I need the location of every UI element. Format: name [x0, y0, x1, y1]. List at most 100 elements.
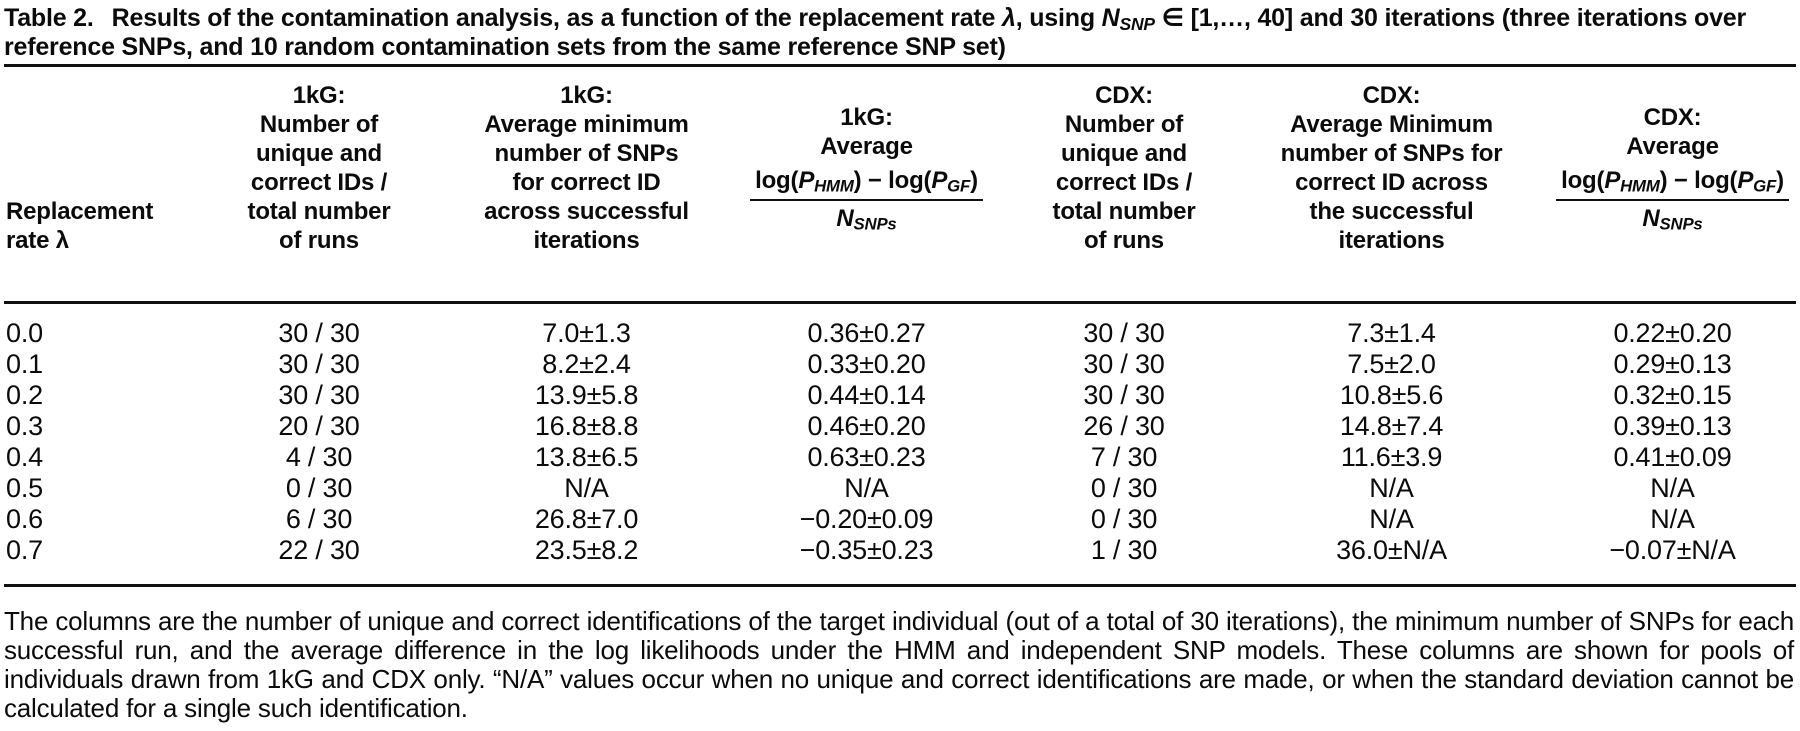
- cell-cdx-avg-log-ratio: 0.22±0.20: [1613, 318, 1732, 348]
- column-header-1kg-avg-min-snps: 1kG: Average minimum number of SNPs for cor…: [454, 65, 719, 304]
- cell-replacement-rate: 0.5: [6, 473, 43, 503]
- cell-cdx-unique-correct-ids: 1 / 30: [1090, 535, 1158, 565]
- text-segment: P: [931, 167, 948, 195]
- cell-replacement-rate: 0.4: [6, 442, 43, 472]
- text-segment: GF: [1753, 176, 1777, 196]
- cell-1kg-avg-log-ratio: 0.36±0.27: [807, 318, 926, 348]
- text-segment: N: [1642, 204, 1660, 232]
- text-segment: SNP: [1119, 13, 1156, 34]
- header-line: across successful: [484, 198, 689, 225]
- cell-cdx-avg-log-ratio: 0.32±0.15: [1613, 380, 1732, 410]
- header-line: number of SNPs: [494, 140, 679, 167]
- header-line: Replacement: [6, 198, 154, 225]
- cell-cdx-unique-correct-ids: 30 / 30: [1083, 349, 1165, 379]
- formula-denominator: NSNPs: [750, 201, 983, 233]
- formula-numerator: log(PHMM) − log(PGF): [1556, 167, 1789, 201]
- log-likelihood-formula: log(PHMM) − log(PGF) NSNPs: [750, 167, 983, 232]
- text-segment: Results of the contamination analysis, a…: [111, 4, 1003, 32]
- cell-1kg-unique-correct-ids: 22 / 30: [278, 535, 360, 565]
- cell-cdx-avg-min-snps: 36.0±N/A: [1336, 535, 1447, 565]
- cell-cdx-avg-log-ratio: −0.07±N/A: [1609, 535, 1736, 565]
- header-line: iterations: [533, 227, 640, 254]
- cell-cdx-avg-min-snps: 14.8±7.4: [1339, 411, 1444, 441]
- cell-cdx-avg-log-ratio: N/A: [1650, 504, 1695, 534]
- cell-1kg-avg-log-ratio: 0.63±0.23: [807, 442, 926, 472]
- text-segment: HMM: [1620, 176, 1660, 196]
- cell-1kg-avg-log-ratio: −0.20±0.09: [799, 504, 934, 534]
- cell-cdx-avg-log-ratio: 0.29±0.13: [1613, 349, 1732, 379]
- text-segment: log(: [755, 167, 799, 195]
- cell-cdx-unique-correct-ids: 26 / 30: [1083, 411, 1165, 441]
- header-line: total number: [247, 198, 391, 225]
- header-line: CDX:: [1095, 82, 1153, 109]
- text-segment: log(: [1561, 167, 1605, 195]
- cell-1kg-avg-min-snps: 16.8±8.8: [534, 411, 639, 441]
- cell-1kg-unique-correct-ids: 30 / 30: [278, 318, 360, 348]
- cell-1kg-avg-min-snps: 8.2±2.4: [542, 349, 631, 379]
- header-line: CDX:: [1643, 104, 1702, 132]
- cell-replacement-rate: 0.2: [6, 380, 43, 410]
- cell-cdx-avg-log-ratio: 0.39±0.13: [1613, 411, 1732, 441]
- cell-cdx-avg-min-snps: N/A: [1369, 504, 1414, 534]
- cell-1kg-avg-log-ratio: 0.44±0.14: [807, 380, 926, 410]
- column-header-1kg-unique-correct-ids: 1kG: Number of unique and correct IDs / tota…: [184, 65, 454, 304]
- cell-replacement-rate: 0.0: [6, 318, 43, 348]
- header-line: total number: [1052, 198, 1196, 225]
- cell-cdx-avg-min-snps: N/A: [1369, 473, 1414, 503]
- cell-cdx-unique-correct-ids: 7 / 30: [1090, 442, 1158, 472]
- cell-cdx-avg-min-snps: 10.8±5.6: [1339, 380, 1444, 410]
- formula-denominator: NSNPs: [1556, 201, 1789, 233]
- header-line: for correct ID: [512, 169, 661, 196]
- header-line: number of SNPs for: [1280, 140, 1503, 167]
- cell-cdx-avg-min-snps: 7.3±1.4: [1347, 318, 1436, 348]
- text-segment: SNPs: [1659, 214, 1703, 234]
- table-body: 0.0 30 / 30 7.0±1.3 0.36±0.27 30 / 30 7.3±1.4…: [4, 303, 1796, 586]
- text-segment: , using: [1015, 4, 1102, 32]
- cell-1kg-unique-correct-ids: 30 / 30: [278, 380, 360, 410]
- header-line: correct IDs /: [1055, 169, 1193, 196]
- cell-1kg-avg-min-snps: 23.5±8.2: [534, 535, 639, 565]
- cell-replacement-rate: 0.1: [6, 349, 43, 379]
- text-segment: P: [1737, 167, 1754, 195]
- cell-1kg-avg-min-snps: 7.0±1.3: [542, 318, 631, 348]
- header-line: Number of: [1064, 111, 1184, 138]
- header-line: of runs: [279, 227, 359, 254]
- header-line: the successful: [1309, 198, 1474, 225]
- cell-cdx-avg-min-snps: 7.5±2.0: [1347, 349, 1436, 379]
- text-segment: P: [798, 167, 815, 195]
- text-segment: SNPs: [853, 214, 897, 234]
- table-row: 0.2 30 / 30 13.9±5.8 0.44±0.14 30 / 30 10.8±5…: [4, 380, 1796, 411]
- table-row: 0.5 0 / 30 N/A N/A 0 / 30 N/A N/A: [4, 473, 1796, 504]
- cell-1kg-unique-correct-ids: 4 / 30: [285, 442, 353, 472]
- cell-1kg-avg-min-snps: 13.9±5.8: [534, 380, 639, 410]
- cell-1kg-avg-min-snps: N/A: [564, 473, 609, 503]
- cell-1kg-avg-log-ratio: 0.33±0.20: [807, 349, 926, 379]
- table-footnote: The columns are the number of unique and…: [4, 606, 1794, 723]
- text-segment: ) − log(: [853, 167, 932, 195]
- header-line: 1kG:: [840, 104, 893, 132]
- cell-1kg-unique-correct-ids: 6 / 30: [285, 504, 353, 534]
- text-segment: λ: [1002, 4, 1016, 32]
- results-table: Replacement rate λ 1kG: Number of unique and…: [4, 64, 1796, 587]
- column-header-cdx-avg-min-snps: CDX: Average Minimum number of SNPs for cor…: [1234, 65, 1549, 304]
- header-line: rate λ: [6, 227, 69, 254]
- column-header-cdx-unique-correct-ids: CDX: Number of unique and correct IDs / tota…: [1014, 65, 1234, 304]
- table-header-row: Replacement rate λ 1kG: Number of unique and…: [4, 65, 1796, 304]
- header-line: unique and: [1061, 140, 1187, 167]
- column-header-replacement-rate: Replacement rate λ: [4, 65, 184, 304]
- cell-cdx-avg-min-snps: 11.6±3.9: [1340, 442, 1443, 472]
- table-row: 0.1 30 / 30 8.2±2.4 0.33±0.20 30 / 30 7.5±2.0…: [4, 349, 1796, 380]
- column-header-1kg-avg-log-ratio: 1kG: Average log(PHMM) − log(PGF) NSNPs: [719, 65, 1014, 304]
- cell-1kg-avg-min-snps: 26.8±7.0: [534, 504, 639, 534]
- table-head: Replacement rate λ 1kG: Number of unique and…: [4, 65, 1796, 304]
- text-segment: N: [836, 204, 854, 232]
- header-line: Average: [1626, 133, 1719, 161]
- header-line: Average: [820, 133, 913, 161]
- cell-replacement-rate: 0.7: [6, 535, 43, 565]
- table-row: 0.0 30 / 30 7.0±1.3 0.36±0.27 30 / 30 7.3±1.4…: [4, 303, 1796, 350]
- header-line: iterations: [1338, 227, 1445, 254]
- text-segment: ): [970, 167, 978, 195]
- header-line: CDX:: [1362, 82, 1421, 109]
- cell-1kg-avg-min-snps: 13.8±6.5: [534, 442, 639, 472]
- table-row: 0.6 6 / 30 26.8±7.0 −0.20±0.09 0 / 30 N/A N/A: [4, 504, 1796, 535]
